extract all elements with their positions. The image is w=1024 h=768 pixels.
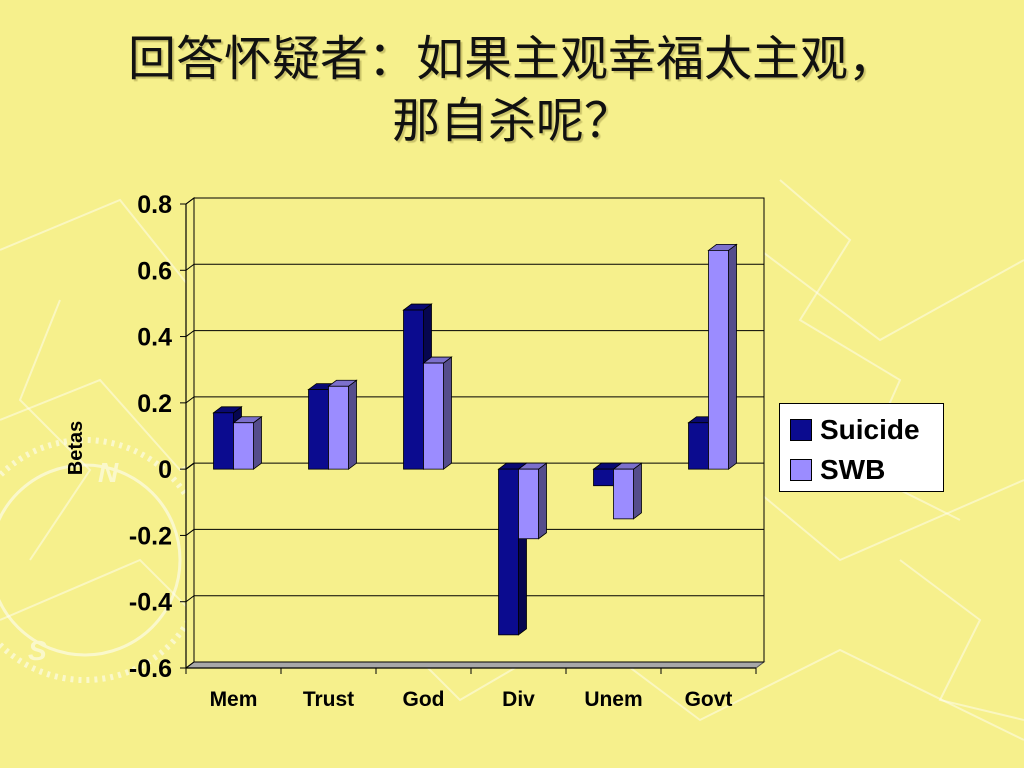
bar-swb-trust xyxy=(327,379,358,470)
x-tick-label: Mem xyxy=(210,688,258,711)
slide-title-line-1: 回答怀疑者：如果主观幸福太主观， xyxy=(127,31,896,87)
gridline xyxy=(185,396,764,404)
y-axis-label: Betas xyxy=(65,421,87,475)
plot-back-wall xyxy=(193,197,765,663)
slide-title-line-2: 那自杀呢？ xyxy=(391,93,632,149)
y-tick-label: 0 xyxy=(158,456,172,484)
plot-side-wall xyxy=(185,197,195,669)
svg-text:N: N xyxy=(98,457,119,488)
y-tick-labels: 0.8 0.6 0.4 0.2 0 -0.2 -0.4 -0.6 xyxy=(129,191,186,683)
plot-area xyxy=(184,197,766,669)
y-tick-label: -0.4 xyxy=(129,589,172,617)
y-tick-label: 0.4 xyxy=(137,324,172,352)
legend-label-suicide: Suicide xyxy=(820,414,920,445)
legend-item-suicide: Suicide xyxy=(790,410,943,450)
legend-swatch-suicide xyxy=(790,419,812,441)
bars xyxy=(212,243,738,636)
bar-swb-god xyxy=(422,356,453,470)
y-tick-label: -0.6 xyxy=(129,655,172,683)
slide-title: 回答怀疑者：如果主观幸福太主观， 那自杀呢？ xyxy=(0,28,1024,152)
x-tick-label: Govt xyxy=(685,688,733,711)
bar-swb-mem xyxy=(232,415,263,470)
gridline xyxy=(185,330,764,337)
legend-item-swb: SWB xyxy=(790,450,943,490)
x-tick-label: God xyxy=(403,688,445,711)
bar-swb-unem xyxy=(612,462,643,520)
bar-swb-div xyxy=(517,462,548,540)
plot-floor xyxy=(184,661,766,669)
bar-swb-govt xyxy=(707,243,738,470)
gridline xyxy=(185,263,764,271)
legend-label-swb: SWB xyxy=(820,454,886,485)
gridline xyxy=(185,595,764,603)
chart-legend: Suicide SWB xyxy=(779,403,944,492)
svg-text:S: S xyxy=(28,635,47,666)
gridline xyxy=(185,528,764,536)
zero-line xyxy=(185,462,195,470)
x-tick-labels: Mem Trust God Div Unem Govt xyxy=(185,668,757,711)
gridlines xyxy=(185,197,764,669)
legend-swatch-swb xyxy=(790,459,812,481)
x-tick-label: Trust xyxy=(303,688,354,711)
y-tick-label: 0.8 xyxy=(137,191,172,219)
x-tick-label: Unem xyxy=(584,688,642,711)
x-tick-label: Div xyxy=(502,688,535,711)
gridline xyxy=(185,197,764,205)
y-tick-label: 0.6 xyxy=(137,257,172,285)
y-tick-label: -0.2 xyxy=(129,522,172,550)
gridline xyxy=(185,661,764,669)
y-tick-label: 0.2 xyxy=(137,390,172,418)
